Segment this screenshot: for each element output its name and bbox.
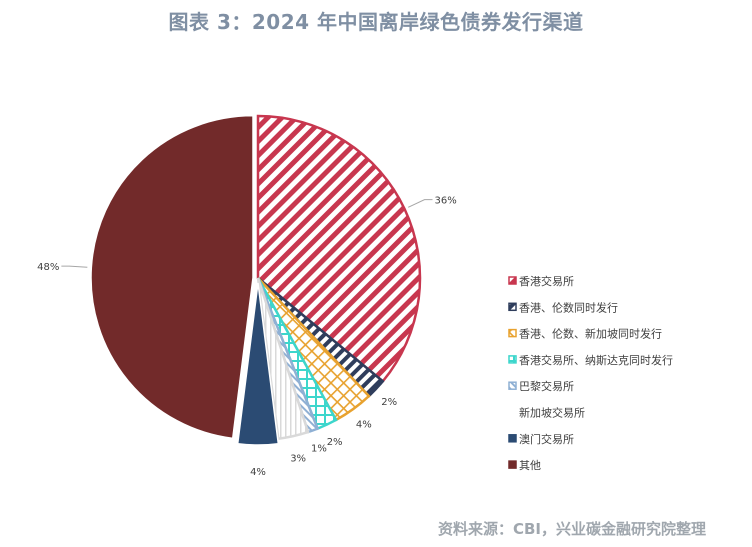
data-label: 1% — [311, 443, 327, 454]
legend-swatch — [508, 276, 517, 285]
pie-slice — [90, 114, 254, 440]
legend-label: 其他 — [519, 459, 541, 472]
pie-slice — [236, 282, 280, 446]
data-label: 3% — [290, 454, 306, 465]
legend-label: 巴黎交易所 — [519, 379, 574, 393]
chart-title: 图表 3：2024 年中国离岸绿色债券发行渠道 — [168, 10, 584, 34]
legend-swatch — [508, 328, 517, 338]
leader-line — [61, 265, 88, 268]
legend: 香港交易所香港、伦数同时发行香港、伦数、新加坡同时发行香港交易所、纳斯达克同时发… — [508, 274, 673, 472]
legend-swatch — [508, 302, 517, 312]
data-label: 2% — [327, 437, 343, 448]
legend-swatch — [508, 460, 517, 469]
legend-label: 香港、伦数同时发行 — [519, 300, 618, 314]
pie-callouts: 36%2%4%2%1%3%4%48% — [37, 196, 457, 478]
data-label: 4% — [356, 420, 372, 431]
legend-label: 香港、伦数、新加坡同时发行 — [519, 327, 662, 341]
legend-swatch — [508, 381, 517, 390]
data-label: 48% — [37, 262, 59, 273]
legend-swatch — [509, 409, 516, 416]
leader-line — [407, 199, 433, 208]
legend-label: 澳门交易所 — [519, 432, 574, 446]
legend-swatch — [508, 434, 517, 443]
legend-label: 香港交易所 — [519, 274, 574, 288]
data-label: 2% — [381, 397, 397, 408]
legend-label: 香港交易所、纳斯达克同时发行 — [519, 353, 673, 367]
pie-slice — [256, 114, 422, 384]
pie-slices — [90, 114, 422, 446]
legend-swatch — [508, 355, 517, 364]
data-label: 4% — [250, 467, 266, 478]
source-note: 资料来源：CBI，兴业碳金融研究院整理 — [437, 520, 706, 538]
data-label: 36% — [434, 196, 456, 207]
legend-label: 新加坡交易所 — [519, 406, 585, 420]
